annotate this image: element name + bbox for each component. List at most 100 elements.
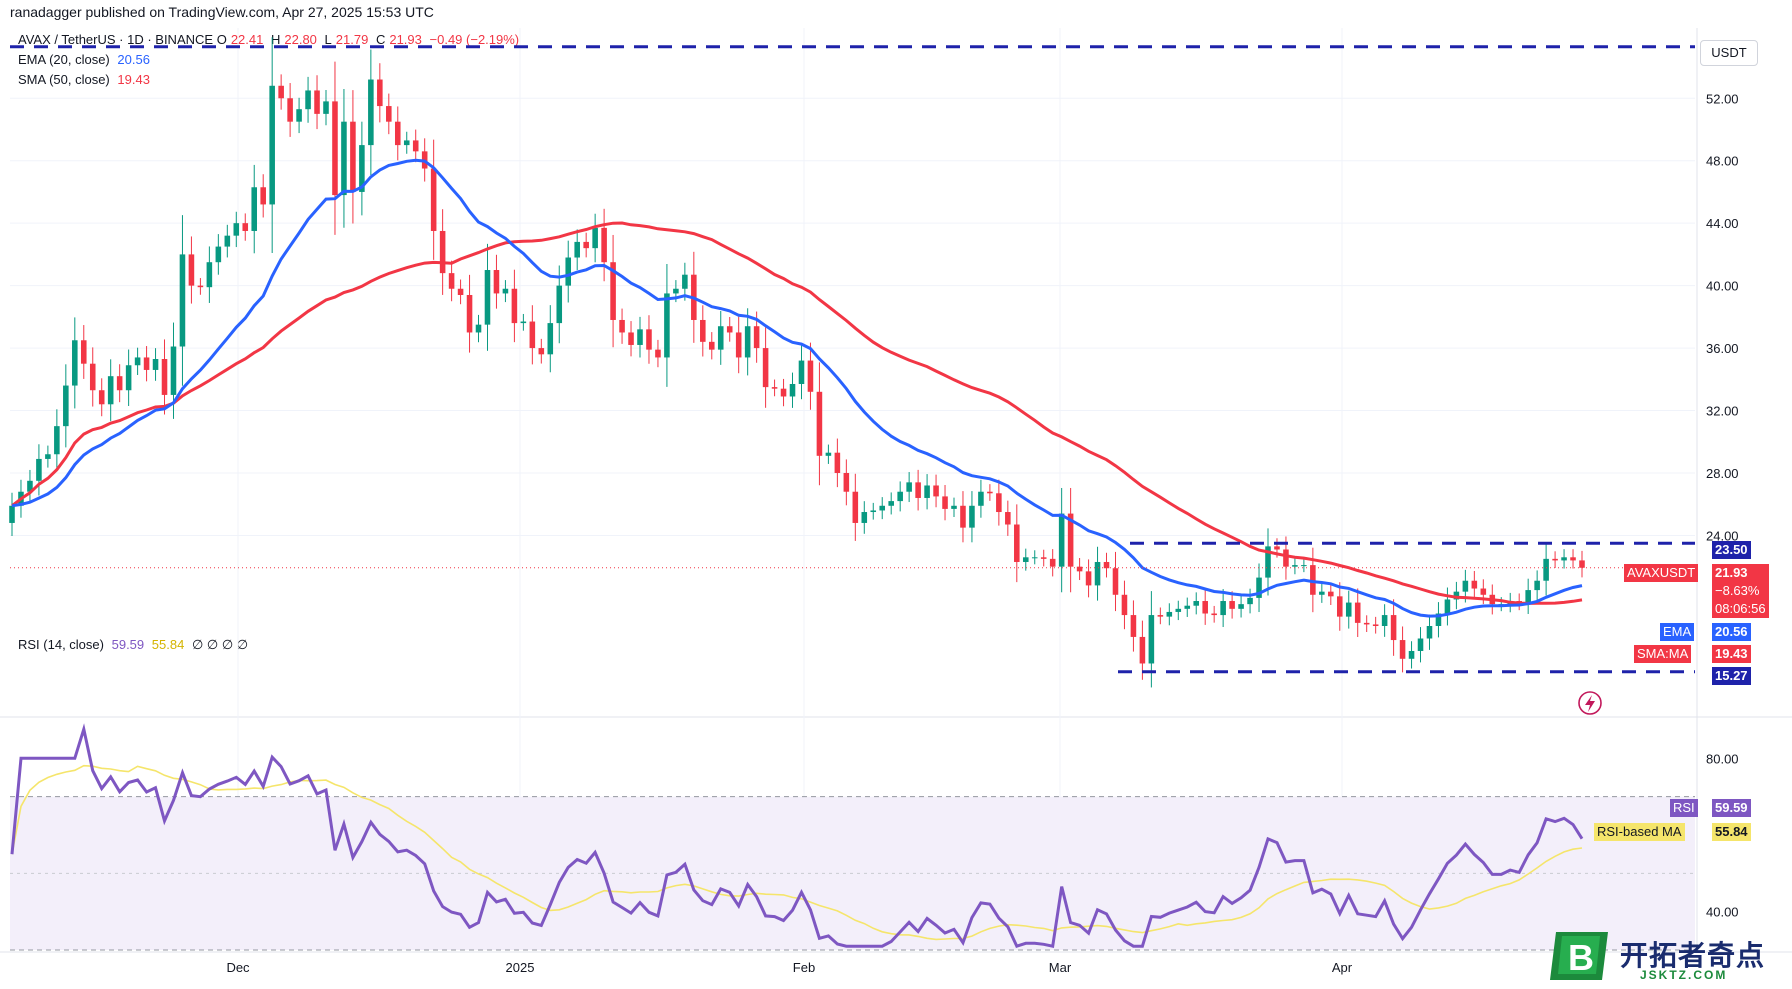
candle-body	[1390, 615, 1397, 641]
x-tick-label: Feb	[793, 960, 815, 975]
candle-body	[637, 329, 643, 345]
candle-body	[834, 452, 841, 473]
candle-body	[601, 227, 607, 263]
candle-body	[610, 262, 616, 320]
candle-body	[1525, 590, 1531, 603]
sma-legend[interactable]: SMA (50, close) 19.43	[18, 72, 150, 87]
candle-body	[1471, 580, 1478, 589]
candle-body	[1372, 624, 1379, 627]
candle-body	[1363, 622, 1370, 625]
publisher-line: ranadagger published on TradingView.com,…	[10, 4, 434, 20]
candle-body	[242, 223, 249, 231]
candle-body	[386, 106, 392, 122]
candle-body	[296, 109, 302, 122]
candle-body	[789, 383, 796, 397]
candle-countdown: 08:06:56	[1715, 601, 1766, 616]
candle-body	[448, 273, 455, 289]
rsi-legend-label: RSI (14, close)	[18, 637, 104, 652]
candle-body	[843, 472, 850, 492]
rsi-ma-tag-label: RSI-based MA	[1594, 823, 1685, 841]
price-tick-label: 32.00	[1706, 404, 1739, 419]
candle-body	[969, 505, 975, 528]
candle-body	[80, 340, 87, 364]
candle-body	[807, 360, 814, 392]
candle-body	[1058, 513, 1065, 567]
candle-body	[54, 426, 60, 455]
candle-body	[592, 227, 598, 249]
candle-body	[1157, 615, 1164, 617]
candle-body	[1229, 601, 1235, 609]
candle-body	[332, 101, 338, 196]
price-tick-label: 28.00	[1706, 466, 1739, 481]
watermark-sub: JSKTZ.COM	[1640, 968, 1728, 982]
candle-body	[1444, 599, 1451, 614]
price-tick-label: 40.00	[1706, 279, 1739, 294]
candle-body	[529, 321, 536, 349]
candle-body	[493, 270, 500, 294]
rsi-legend[interactable]: RSI (14, close) 59.59 55.84 ∅ ∅ ∅ ∅	[18, 637, 248, 653]
candle-body	[987, 491, 993, 494]
change-value: −0.49 (−2.19%)	[429, 32, 520, 47]
candle-body	[170, 346, 177, 395]
candle-body	[565, 257, 572, 286]
candle-body	[502, 288, 509, 294]
candle-body	[996, 493, 1002, 513]
candle-body	[1166, 611, 1173, 617]
candle-body	[798, 360, 805, 384]
candle-body	[942, 496, 948, 509]
candle-body	[457, 288, 464, 295]
candle-body	[646, 329, 652, 350]
candle-body	[466, 294, 473, 333]
candle-body	[359, 145, 365, 192]
candle-body	[897, 491, 903, 502]
candle-body	[215, 246, 222, 263]
candle-body	[251, 187, 258, 231]
sma-legend-label: SMA (50, close)	[18, 72, 110, 87]
candle-body	[1040, 557, 1047, 559]
candle-body	[116, 376, 123, 391]
candle-body	[143, 357, 150, 370]
price-tick-label: 48.00	[1706, 154, 1739, 169]
candle-body	[403, 140, 410, 146]
candle-body	[870, 510, 877, 513]
candle-body	[1112, 568, 1119, 595]
candle-body	[1426, 626, 1433, 639]
candle-body	[735, 332, 742, 358]
candle-body	[188, 254, 195, 286]
currency-button[interactable]: USDT	[1700, 40, 1758, 66]
candle-body	[655, 349, 661, 358]
candle-body	[852, 491, 859, 523]
candle-body	[377, 79, 383, 107]
rsi-tick-label: 40.00	[1706, 905, 1739, 920]
candle-body	[1238, 604, 1244, 609]
candle-body	[134, 357, 141, 366]
rsi-ma-tag-value: 55.84	[1712, 823, 1751, 841]
close-label: C	[375, 32, 386, 47]
candle-body	[1579, 560, 1585, 568]
candle-body	[861, 512, 868, 523]
rsi-tag-label: RSI	[1670, 799, 1698, 817]
candle-body	[63, 385, 69, 427]
candle-body	[430, 168, 437, 231]
ema-legend[interactable]: EMA (20, close) 20.56	[18, 52, 150, 67]
candle-body	[412, 140, 419, 152]
candle-body	[1202, 601, 1208, 614]
candle-body	[269, 85, 275, 205]
candle-body	[1022, 557, 1029, 562]
candle-body	[556, 285, 563, 324]
candle-body	[951, 505, 957, 509]
candle-body	[98, 390, 105, 405]
candle-body	[394, 121, 401, 146]
candle-body	[700, 319, 706, 342]
candle-body	[726, 326, 733, 333]
sma-tag-value: 19.43	[1712, 645, 1751, 663]
candle-body	[574, 241, 580, 258]
candle-body	[287, 98, 293, 122]
candle-body	[1399, 640, 1406, 659]
candle-body	[780, 388, 787, 397]
candle-body	[1381, 615, 1388, 627]
symbol-label: AVAX / TetherUS · 1D · BINANCE	[18, 32, 214, 47]
rsi-tick-label: 80.00	[1706, 751, 1739, 766]
